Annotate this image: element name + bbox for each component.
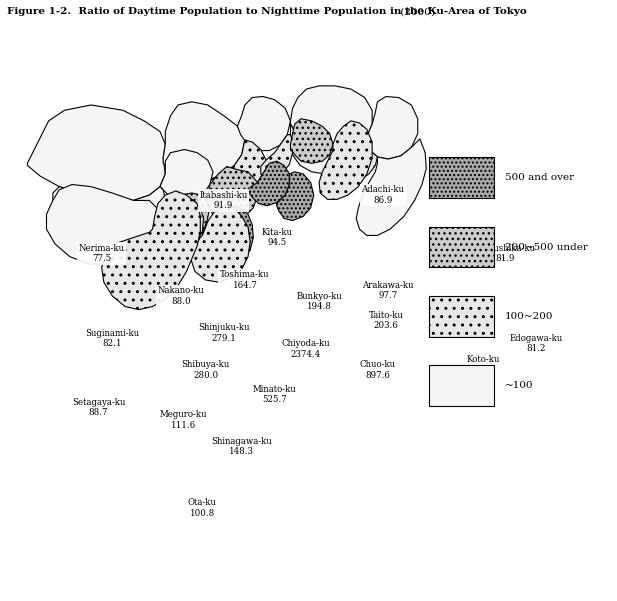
- Polygon shape: [46, 185, 157, 264]
- Text: Setagaya-ku
88.7: Setagaya-ku 88.7: [72, 398, 125, 417]
- Text: Meguro-ku
111.6: Meguro-ku 111.6: [160, 410, 207, 430]
- Text: Nerima-ku
77.5: Nerima-ku 77.5: [78, 244, 125, 263]
- Text: Chuo-ku
897.6: Chuo-ku 897.6: [360, 361, 395, 380]
- Text: Adachi-ku
86.9: Adachi-ku 86.9: [362, 186, 404, 205]
- Text: Shinagawa-ku
148.3: Shinagawa-ku 148.3: [211, 437, 272, 456]
- Text: Kita-ku
94.5: Kita-ku 94.5: [261, 228, 292, 247]
- Text: Itabashi-ku
91.9: Itabashi-ku 91.9: [199, 191, 248, 210]
- Polygon shape: [208, 166, 257, 222]
- Polygon shape: [291, 86, 372, 151]
- Polygon shape: [319, 121, 372, 200]
- Polygon shape: [291, 124, 354, 174]
- Polygon shape: [163, 102, 245, 182]
- Text: Minato-ku
525.7: Minato-ku 525.7: [253, 385, 296, 404]
- Polygon shape: [291, 119, 333, 163]
- Polygon shape: [276, 172, 314, 221]
- Text: Nakano-ku
88.0: Nakano-ku 88.0: [158, 286, 205, 305]
- Text: Shibuya-ku
280.0: Shibuya-ku 280.0: [181, 361, 230, 380]
- Text: Edogawa-ku
81.2: Edogawa-ku 81.2: [510, 334, 563, 353]
- Polygon shape: [211, 140, 266, 191]
- Text: 200~500 under: 200~500 under: [505, 243, 587, 251]
- Polygon shape: [202, 206, 254, 263]
- Text: Arakawa-ku
97.7: Arakawa-ku 97.7: [362, 281, 414, 300]
- Text: Shinjuku-ku
279.1: Shinjuku-ku 279.1: [198, 323, 249, 343]
- Polygon shape: [344, 137, 378, 182]
- Text: Sumida-ku
119.5: Sumida-ku 119.5: [429, 313, 474, 332]
- Text: Taito-ku
203.6: Taito-ku 203.6: [368, 311, 404, 330]
- Text: Ota-ku
100.8: Ota-ku 100.8: [188, 498, 217, 518]
- Polygon shape: [248, 161, 289, 206]
- Polygon shape: [356, 139, 426, 236]
- Polygon shape: [160, 150, 213, 200]
- Text: 100~200: 100~200: [505, 312, 553, 320]
- Polygon shape: [191, 206, 250, 282]
- Text: (2000): (2000): [397, 7, 436, 16]
- Text: Koto-ku
120.7: Koto-ku 120.7: [467, 355, 500, 374]
- Text: Chiyoda-ku
2374.4: Chiyoda-ku 2374.4: [281, 339, 329, 359]
- Polygon shape: [27, 105, 165, 200]
- Text: Figure 1-2.  Ratio of Daytime Population to Nighttime Population in the Ku-Area : Figure 1-2. Ratio of Daytime Population …: [7, 7, 527, 16]
- Text: ~100: ~100: [505, 381, 533, 389]
- Text: Bunkyo-ku
194.8: Bunkyo-ku 194.8: [296, 291, 342, 311]
- Text: 500 and over: 500 and over: [505, 174, 574, 182]
- Text: Toshima-ku
164.7: Toshima-ku 164.7: [220, 270, 270, 290]
- Polygon shape: [53, 187, 165, 243]
- Polygon shape: [261, 135, 292, 179]
- Polygon shape: [367, 97, 418, 159]
- Polygon shape: [238, 97, 291, 151]
- Polygon shape: [157, 193, 210, 244]
- Text: Katsushika-ku
81.9: Katsushika-ku 81.9: [474, 244, 536, 263]
- Polygon shape: [102, 191, 201, 310]
- Text: Suginami-ku
82.1: Suginami-ku 82.1: [85, 329, 139, 348]
- Polygon shape: [152, 197, 204, 250]
